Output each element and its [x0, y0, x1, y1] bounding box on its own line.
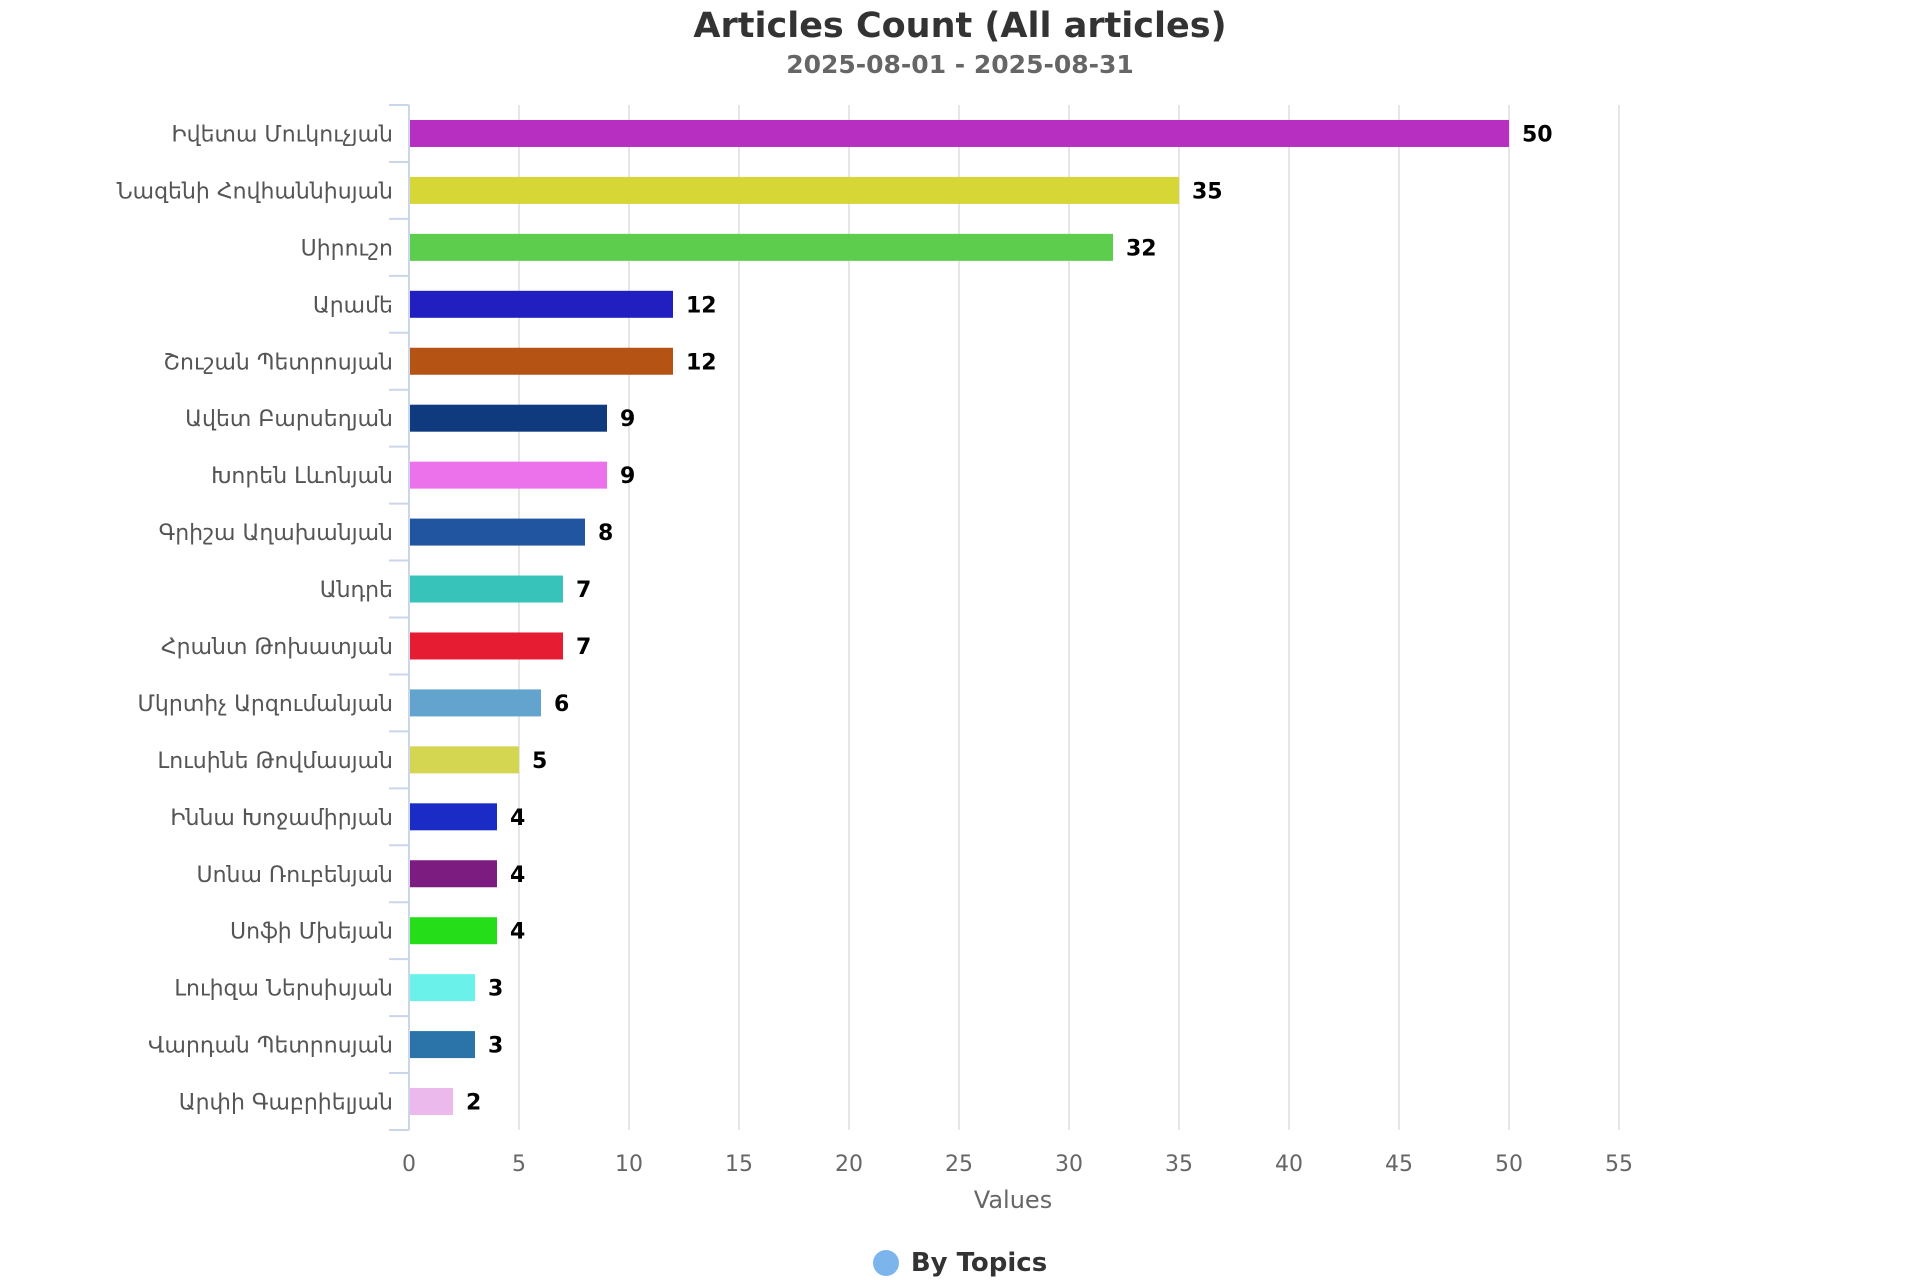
data-label: 50: [1522, 122, 1553, 147]
legend-item-by-topics[interactable]: By Topics: [872, 1248, 1048, 1278]
data-label: 3: [488, 977, 503, 1002]
bar[interactable]: [410, 461, 607, 489]
category-label: Արամե: [313, 293, 393, 318]
data-label: 12: [686, 350, 717, 375]
bar[interactable]: [410, 518, 585, 546]
x-tick-label: 0: [402, 1152, 416, 1177]
x-tick-label: 35: [1165, 1152, 1193, 1177]
x-tick-label: 45: [1385, 1152, 1413, 1177]
bar[interactable]: [410, 347, 673, 375]
data-label: 9: [620, 407, 635, 432]
category-label: Սիրուշո: [301, 236, 393, 261]
x-tick-label: 40: [1275, 1152, 1303, 1177]
x-tick-label: 10: [615, 1152, 643, 1177]
x-tick-label: 20: [835, 1152, 863, 1177]
bar[interactable]: [410, 1088, 453, 1116]
x-tick-label: 30: [1055, 1152, 1083, 1177]
bar[interactable]: [410, 917, 497, 945]
bar[interactable]: [410, 176, 1179, 204]
category-label: Սոֆի Մխեյան: [230, 920, 393, 945]
x-tick-label: 15: [725, 1152, 753, 1177]
category-label: Իվետա Մուկուչյան: [171, 122, 393, 147]
bar[interactable]: [410, 404, 607, 432]
x-tick-label: 50: [1495, 1152, 1523, 1177]
legend-label: By Topics: [910, 1248, 1048, 1278]
bar[interactable]: [410, 632, 563, 660]
x-tick-label: 25: [945, 1152, 973, 1177]
bar[interactable]: [410, 1031, 475, 1059]
data-label: 35: [1192, 179, 1223, 204]
x-tick-label: 5: [512, 1152, 526, 1177]
data-label: 8: [598, 521, 613, 546]
data-label: 7: [576, 635, 591, 660]
chart-subtitle: 2025-08-01 - 2025-08-31: [786, 50, 1134, 79]
data-label: 4: [510, 920, 525, 945]
data-label: 32: [1126, 236, 1157, 261]
category-label: Լուիզա Ներսիսյան: [174, 977, 393, 1002]
data-label: 5: [532, 749, 547, 774]
x-axis-title: Values: [974, 1186, 1052, 1214]
category-label: Շուշան Պետրոսյան: [163, 350, 393, 375]
legend: By Topics: [0, 1248, 1920, 1278]
category-label: Հրանտ Թոխատյան: [161, 635, 393, 660]
data-label: 9: [620, 464, 635, 489]
data-label: 12: [686, 293, 717, 318]
category-label: Իննա Խոջամիրյան: [170, 806, 393, 831]
data-label: 3: [488, 1034, 503, 1059]
bar[interactable]: [410, 689, 541, 717]
bar[interactable]: [410, 746, 519, 774]
bar[interactable]: [410, 860, 497, 888]
bar[interactable]: [410, 233, 1113, 261]
data-label: 2: [466, 1091, 481, 1116]
data-label: 6: [554, 692, 569, 717]
data-label: 4: [510, 806, 525, 831]
legend-marker-icon: [872, 1250, 899, 1276]
bar[interactable]: [410, 575, 563, 603]
chart-title: Articles Count (All articles): [693, 6, 1227, 46]
category-label: Վարդան Պետրոսյան: [148, 1034, 393, 1059]
category-label: Ավետ Բարսեղյան: [185, 407, 393, 432]
category-label: Գրիշա Աղախանյան: [159, 521, 393, 546]
bar[interactable]: [410, 974, 475, 1002]
category-label: Լուսինե Թովմասյան: [158, 749, 393, 774]
category-label: Նազենի Հովհաննիսյան: [117, 179, 393, 204]
bar[interactable]: [410, 803, 497, 831]
category-label: Սոնա Ռուբենյան: [196, 863, 393, 888]
bar[interactable]: [410, 290, 673, 318]
bar[interactable]: [410, 119, 1509, 147]
category-label: Խորեն Լևոնյան: [211, 464, 393, 489]
data-label: 4: [510, 863, 525, 888]
data-label: 7: [576, 578, 591, 603]
category-label: Արփի Գաբրիելյան: [179, 1091, 393, 1116]
category-label: Անդրե: [320, 578, 393, 603]
category-label: Մկրտիչ Արզումանյան: [138, 692, 393, 717]
x-tick-label: 55: [1605, 1152, 1633, 1177]
